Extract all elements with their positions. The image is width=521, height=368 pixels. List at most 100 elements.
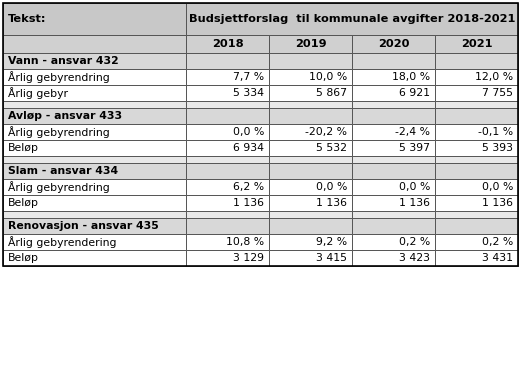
Text: 2020: 2020 — [378, 39, 410, 49]
Bar — [435, 250, 518, 266]
Text: Beløp: Beløp — [8, 198, 39, 208]
Bar — [269, 211, 352, 218]
Bar — [186, 53, 269, 69]
Text: 5 532: 5 532 — [316, 143, 347, 153]
Bar — [435, 85, 518, 101]
Bar — [435, 218, 518, 234]
Text: 6 921: 6 921 — [399, 88, 430, 98]
Bar — [352, 156, 435, 163]
Bar — [352, 124, 435, 140]
Bar — [435, 195, 518, 211]
Text: Slam - ansvar 434: Slam - ansvar 434 — [8, 166, 118, 176]
Bar — [3, 3, 186, 35]
Bar — [186, 124, 269, 140]
Bar — [186, 156, 269, 163]
Text: 5 334: 5 334 — [233, 88, 264, 98]
Bar — [3, 140, 186, 156]
Text: Tekst:: Tekst: — [8, 14, 46, 24]
Bar — [435, 140, 518, 156]
Bar — [269, 101, 352, 108]
Bar — [3, 179, 186, 195]
Text: 18,0 %: 18,0 % — [392, 72, 430, 82]
Text: 0,0 %: 0,0 % — [316, 182, 347, 192]
Bar — [269, 124, 352, 140]
Text: Avløp - ansvar 433: Avløp - ansvar 433 — [8, 111, 122, 121]
Text: 5 393: 5 393 — [482, 143, 513, 153]
Bar — [435, 156, 518, 163]
Text: -2,4 %: -2,4 % — [395, 127, 430, 137]
Bar — [3, 35, 186, 53]
Bar — [186, 140, 269, 156]
Text: Renovasjon - ansvar 435: Renovasjon - ansvar 435 — [8, 221, 159, 231]
Text: 0,0 %: 0,0 % — [399, 182, 430, 192]
Bar — [3, 85, 186, 101]
Bar — [186, 108, 269, 124]
Text: -20,2 %: -20,2 % — [305, 127, 347, 137]
Bar — [435, 163, 518, 179]
Bar — [3, 108, 186, 124]
Text: 1 136: 1 136 — [233, 198, 264, 208]
Bar — [352, 179, 435, 195]
Bar — [186, 234, 269, 250]
Bar — [435, 124, 518, 140]
Text: 1 136: 1 136 — [316, 198, 347, 208]
Bar — [352, 250, 435, 266]
Text: 10,0 %: 10,0 % — [309, 72, 347, 82]
Bar — [186, 211, 269, 218]
Bar — [3, 234, 186, 250]
Text: 2021: 2021 — [461, 39, 492, 49]
Bar — [352, 69, 435, 85]
Bar — [3, 163, 186, 179]
Bar — [352, 108, 435, 124]
Text: 2018: 2018 — [212, 39, 243, 49]
Text: 3 431: 3 431 — [482, 253, 513, 263]
Bar — [269, 218, 352, 234]
Text: Årlig gebyrendering: Årlig gebyrendering — [8, 236, 117, 248]
Bar — [269, 85, 352, 101]
Bar — [352, 53, 435, 69]
Bar — [186, 3, 518, 35]
Text: Årlig gebyrendring: Årlig gebyrendring — [8, 181, 110, 193]
Text: 7 755: 7 755 — [482, 88, 513, 98]
Bar — [186, 218, 269, 234]
Bar — [3, 211, 186, 218]
Bar — [269, 35, 352, 53]
Bar — [186, 69, 269, 85]
Bar — [435, 234, 518, 250]
Bar — [435, 211, 518, 218]
Bar — [3, 156, 186, 163]
Bar — [435, 69, 518, 85]
Text: Årlig gebyrendring: Årlig gebyrendring — [8, 126, 110, 138]
Bar — [186, 85, 269, 101]
Text: Budsjettforslag  til kommunale avgifter 2018-2021: Budsjettforslag til kommunale avgifter 2… — [189, 14, 515, 24]
Bar — [3, 218, 186, 234]
Text: 0,2 %: 0,2 % — [482, 237, 513, 247]
Text: 5 867: 5 867 — [316, 88, 347, 98]
Bar — [352, 211, 435, 218]
Bar — [352, 140, 435, 156]
Bar — [435, 53, 518, 69]
Bar — [186, 195, 269, 211]
Bar — [269, 108, 352, 124]
Bar — [3, 3, 518, 266]
Bar — [352, 85, 435, 101]
Text: Beløp: Beløp — [8, 253, 39, 263]
Text: 3 423: 3 423 — [399, 253, 430, 263]
Bar — [269, 250, 352, 266]
Text: 0,0 %: 0,0 % — [232, 127, 264, 137]
Text: 3 415: 3 415 — [316, 253, 347, 263]
Bar — [3, 53, 186, 69]
Bar — [269, 179, 352, 195]
Text: 10,8 %: 10,8 % — [226, 237, 264, 247]
Bar — [269, 163, 352, 179]
Bar — [186, 35, 269, 53]
Text: Vann - ansvar 432: Vann - ansvar 432 — [8, 56, 119, 66]
Text: -0,1 %: -0,1 % — [478, 127, 513, 137]
Text: 12,0 %: 12,0 % — [475, 72, 513, 82]
Text: Årlig gebyr: Årlig gebyr — [8, 87, 68, 99]
Text: 0,0 %: 0,0 % — [481, 182, 513, 192]
Text: 0,2 %: 0,2 % — [399, 237, 430, 247]
Bar — [269, 53, 352, 69]
Bar — [269, 69, 352, 85]
Text: 6,2 %: 6,2 % — [233, 182, 264, 192]
